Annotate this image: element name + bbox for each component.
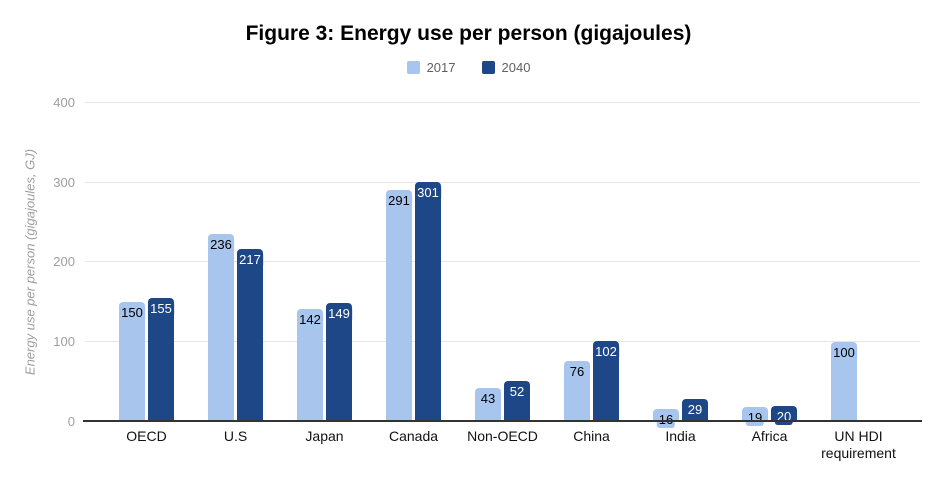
bar-value-label-2040-africa: 20 [774,409,794,425]
chart-title: Figure 3: Energy use per person (gigajou… [245,22,692,45]
bar-2017-un-hdi-requirement[interactable]: 100 [831,342,857,422]
x-axis-labels: OECD U.S Japan Canada Non-OECD China India Afri… [102,428,903,462]
legend-swatch-2040 [481,61,495,74]
y-tick-label-0: 0 [67,414,75,429]
bar-value-label-2040-canada: 301 [415,185,441,201]
bar-value-label-2017-oecd: 150 [119,305,145,321]
bar-2040-oecd[interactable]: 155 [148,298,174,422]
bar-group-china: 76 102 [547,103,636,422]
bar-value-label-2017-africa: 19 [745,410,765,426]
bar-value-label-2040-india: 29 [685,402,705,418]
bar-value-label-2017-un-hdi-requirement: 100 [831,345,857,361]
x-category-label-india: India [665,428,696,444]
bar-value-label-2040-u-s: 217 [237,252,263,268]
bar-value-label-2040-oecd: 155 [148,301,174,317]
bar-2017-japan[interactable]: 142 [297,309,323,422]
bar-2017-non-oecd[interactable]: 43 [475,388,501,422]
bar-value-label-2040-non-oecd: 52 [507,384,527,400]
bar-value-label-2017-japan: 142 [297,312,323,328]
x-category-label-japan: Japan [305,428,344,444]
bar-2040-non-oecd[interactable]: 52 [504,381,530,422]
bar-2017-u-s[interactable]: 236 [208,234,234,422]
bar-group-africa: 19 20 [725,103,814,426]
y-tick-label-100: 100 [53,334,75,349]
bar-value-label-2017-u-s: 236 [208,237,234,253]
bar-2017-canada[interactable]: 291 [386,190,412,422]
bars-band: 1501552362171421492913014352761021629192… [102,103,903,428]
gridline-100 [85,341,920,342]
bar-2040-india[interactable]: 29 [682,399,708,422]
legend-swatch-2017 [406,61,420,74]
bar-group-oecd: 150 155 [102,103,191,422]
y-tick-label-400: 400 [53,95,75,110]
legend: 2017 2040 [0,60,937,75]
legend-item-2040[interactable]: 2040 [481,60,531,75]
bar-group-non-oecd: 43 52 [458,103,547,422]
x-category-label-oecd: OECD [126,428,167,444]
y-tick-label-300: 300 [53,175,75,190]
bar-group-u-s: 236 217 [191,103,280,422]
bar-group-india: 1629 [636,103,725,428]
bar-group-japan: 142 149 [280,103,369,422]
bar-group-canada: 291 301 [369,103,458,422]
gridline-300 [85,182,920,183]
bar-2017-oecd[interactable]: 150 [119,302,145,422]
gridline-400 [85,102,920,103]
x-category-label-u-s: U.S [223,428,248,444]
bar-value-label-2017-non-oecd: 43 [478,391,498,407]
bar-2040-china[interactable]: 102 [593,341,619,422]
x-category-label-canada: Canada [388,428,439,444]
bar-value-label-2040-japan: 149 [326,306,352,322]
x-category-label-non-oecd: Non-OECD [467,428,538,444]
bar-value-label-2040-china: 102 [593,344,619,360]
bar-value-label-2017-canada: 291 [386,193,412,209]
bar-2040-canada[interactable]: 301 [415,182,441,422]
legend-item-2017[interactable]: 2017 [406,60,456,75]
x-category-label-china: China [573,428,610,444]
x-category-label-africa: Africa [751,428,788,444]
bar-2017-china[interactable]: 76 [564,361,590,422]
x-axis-baseline [83,420,922,422]
x-category-label-un-hdi-requirement: UN HDI requirement [821,428,896,461]
bar-2040-japan[interactable]: 149 [326,303,352,422]
legend-label-2017: 2017 [426,60,456,75]
bar-value-label-2017-china: 76 [567,364,587,380]
y-tick-label-200: 200 [53,254,75,269]
bar-group-un-hdi-requirement: 100 [814,103,903,422]
legend-label-2040: 2040 [501,60,531,75]
bar-2040-u-s[interactable]: 217 [237,249,263,422]
gridline-200 [85,261,920,262]
